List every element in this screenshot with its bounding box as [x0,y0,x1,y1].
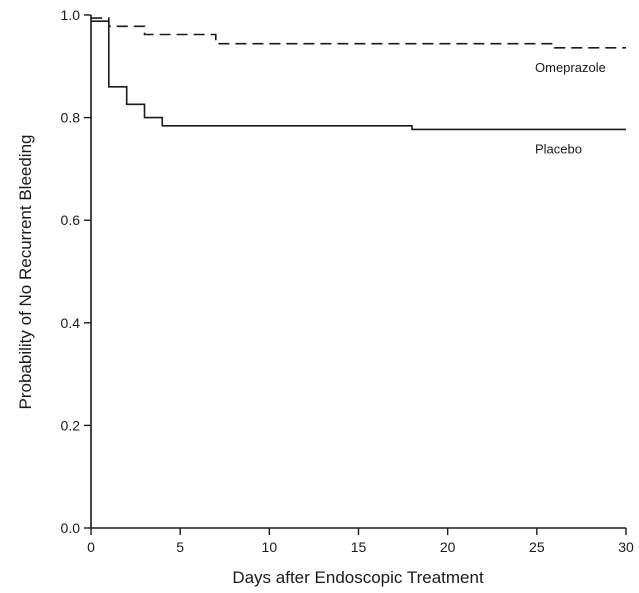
y-tick-label: 1.0 [61,7,81,23]
y-axis-title: Probability of No Recurrent Bleeding [16,135,35,410]
x-tick-label: 30 [618,539,634,555]
y-tick-label: 0.8 [61,110,81,126]
x-tick-label: 10 [262,539,278,555]
y-tick-label: 0.4 [61,315,81,331]
omeprazole-survival-line [91,17,626,49]
x-tick-label: 25 [529,539,545,555]
y-tick-label: 0.6 [61,212,81,228]
x-axis-title: Days after Endoscopic Treatment [232,568,484,587]
plot-lines [91,17,626,131]
x-tick-label: 20 [440,539,456,555]
x-tick-label: 5 [176,539,184,555]
y-tick-label: 0.0 [61,520,81,536]
series-labels: Omeprazole Placebo [535,60,606,157]
y-tick-label: 0.2 [61,417,81,433]
placebo-series-label: Placebo [535,141,582,156]
y-axis-ticks: 0.0 0.2 0.4 0.6 0.8 1.0 [61,7,91,536]
x-axis-ticks: 0 5 10 15 20 25 30 [87,528,634,555]
x-tick-label: 0 [87,539,95,555]
x-tick-label: 15 [351,539,367,555]
placebo-survival-line [91,20,626,131]
omeprazole-series-label: Omeprazole [535,60,606,75]
